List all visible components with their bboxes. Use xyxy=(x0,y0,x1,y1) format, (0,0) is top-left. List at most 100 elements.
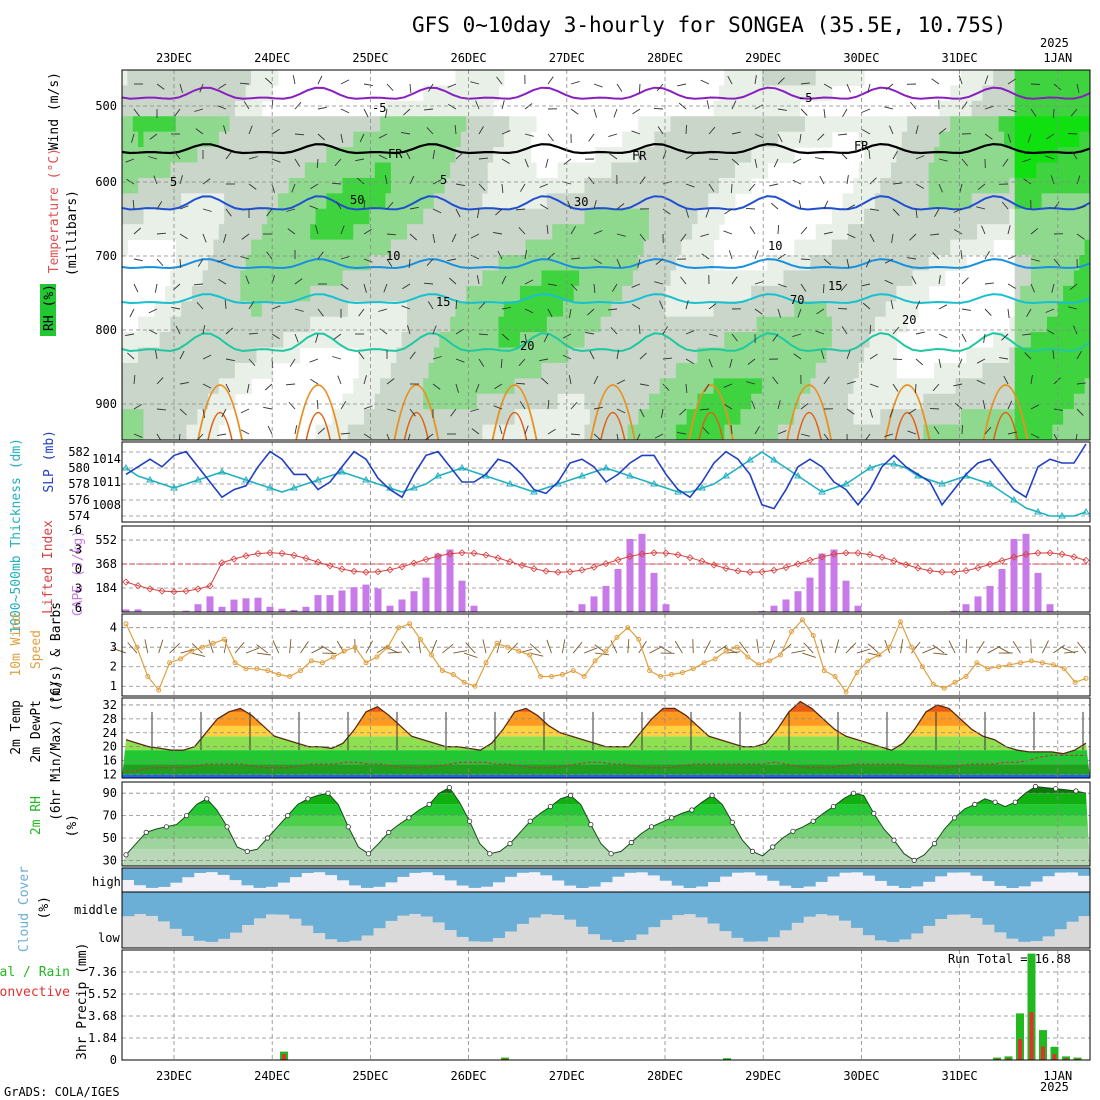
wind-barb xyxy=(748,183,756,192)
wind-barb xyxy=(865,433,871,440)
rh-point xyxy=(648,824,655,830)
rh-shade-cell xyxy=(772,255,779,271)
rh-shade-cell xyxy=(815,347,822,364)
rh-shade-cell xyxy=(396,116,403,133)
rh-shade-cell xyxy=(568,177,575,194)
rh-shade-cell xyxy=(1063,316,1069,333)
rh-shade-cell xyxy=(552,285,559,302)
wind-speed-point xyxy=(450,672,456,677)
wind-barb xyxy=(225,151,232,160)
rh-shade-cell xyxy=(939,424,946,440)
rh-shade-cell xyxy=(724,285,731,302)
rh-shade-cell xyxy=(659,378,666,395)
rh-shade-cell xyxy=(277,208,284,225)
rh-shade-cell xyxy=(132,393,139,410)
rh-shade-cell xyxy=(347,255,354,271)
mid-low-cloud-bar xyxy=(564,892,577,920)
rh-shade-cell xyxy=(659,301,666,318)
rh-shade-cell xyxy=(1014,362,1021,379)
rh-shade-cell xyxy=(234,378,241,395)
rh-shade-cell xyxy=(315,239,322,256)
rh-shade-cell xyxy=(310,116,317,133)
rh-shade-cell xyxy=(579,424,585,440)
wind-barb xyxy=(482,639,487,654)
wind-barb xyxy=(208,639,214,654)
rh-shade-cell xyxy=(1052,162,1059,179)
high-cloud-bar xyxy=(588,868,601,887)
rh-shade-cell xyxy=(466,285,473,302)
rh-shade-cell xyxy=(466,362,473,379)
cape-bar xyxy=(1022,533,1030,612)
rh-shade-cell xyxy=(320,301,327,318)
rh-shade-cell xyxy=(170,100,177,117)
mid-low-cloud-bar xyxy=(468,892,482,942)
wind-barb xyxy=(704,383,710,392)
wind-speed-point xyxy=(669,672,674,677)
rh-shade-cell xyxy=(874,224,881,241)
rh-band xyxy=(196,793,1087,805)
rh-shade-cell xyxy=(364,393,370,410)
rh-shade-cell xyxy=(186,147,193,163)
rh-shade-cell xyxy=(853,378,860,395)
rh-shade-cell xyxy=(751,393,758,410)
rh-shade-cell xyxy=(493,239,499,256)
rh-shade-cell xyxy=(858,332,865,348)
rh-shade-cell xyxy=(848,285,854,302)
contour-label: 70 xyxy=(790,293,804,307)
high-cloud-bar xyxy=(898,868,912,888)
rh-shade-cell xyxy=(240,131,247,148)
rh-shade-cell xyxy=(638,147,645,163)
rh-shade-cell xyxy=(686,270,693,287)
rh-shade-cell xyxy=(1046,270,1053,287)
rh-shade-cell xyxy=(412,100,419,117)
rh-shade-cell xyxy=(450,316,456,333)
lifted-index-point xyxy=(650,549,658,557)
wind-speed-point xyxy=(363,660,369,666)
rh-shade-cell xyxy=(466,100,473,117)
rh-shade-cell xyxy=(390,224,397,241)
rh-shade-cell xyxy=(955,255,962,271)
rh-shade-cell xyxy=(950,409,957,426)
thickness-point xyxy=(146,476,154,483)
cape-bar xyxy=(626,539,634,612)
wind-barb xyxy=(271,333,280,340)
thickness-point xyxy=(290,484,298,491)
rh-shade-cell xyxy=(525,378,532,395)
rh-shade-cell xyxy=(1046,116,1053,133)
rh-shade-cell xyxy=(987,362,994,379)
rh-shade-cell xyxy=(584,332,591,348)
rh-shade-cell xyxy=(552,208,559,225)
lifted-index-point xyxy=(914,564,922,572)
rh-shade-cell xyxy=(896,316,903,333)
rh-shade-cell xyxy=(433,255,440,271)
rh-shade-cell xyxy=(240,301,247,318)
rh-shade-cell xyxy=(1046,239,1053,256)
rh-shade-cell xyxy=(692,193,698,210)
rh-shade-cell xyxy=(837,224,844,241)
rh-shade-cell xyxy=(525,116,532,133)
wind-barb xyxy=(570,401,578,410)
rh-shade-cell xyxy=(487,131,494,148)
rh-shade-cell xyxy=(939,409,946,426)
wind-barb xyxy=(632,108,641,115)
rh-shade-cell xyxy=(186,270,193,287)
rh-shade-cell xyxy=(579,347,585,364)
rh-shade-cell xyxy=(1084,362,1090,379)
rh-shade-cell xyxy=(632,393,639,410)
rh-shade-cell xyxy=(649,347,655,364)
rh-shade-cell xyxy=(229,100,236,117)
rh-shade-cell xyxy=(692,285,698,302)
rh-shade-cell xyxy=(606,393,612,410)
rh-shade-cell xyxy=(729,85,736,102)
high-cloud-bar xyxy=(683,868,697,888)
rh-shade-cell xyxy=(1020,362,1026,379)
rh-shade-cell xyxy=(955,424,962,440)
rh-shade-cell xyxy=(998,70,1005,86)
rh-shade-cell xyxy=(1052,193,1059,210)
rh-shade-cell xyxy=(202,85,209,102)
rh-shade-cell xyxy=(417,100,424,117)
wind-barb xyxy=(777,108,787,111)
rh-shade-cell xyxy=(197,147,204,163)
rh-shade-cell xyxy=(842,378,849,395)
rh-shade-cell xyxy=(735,285,741,302)
